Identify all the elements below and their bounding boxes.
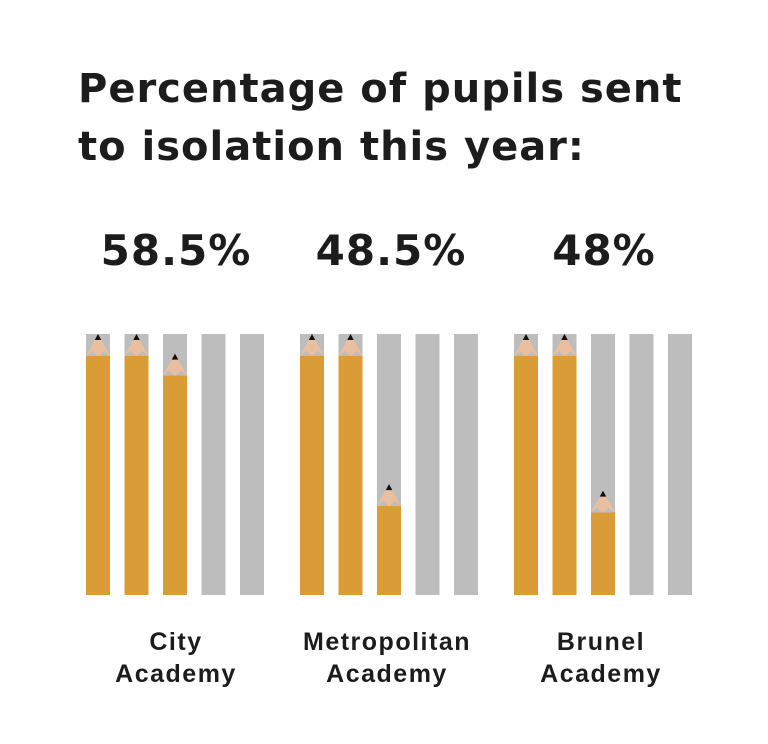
pencil-body	[377, 506, 401, 595]
pencil-lead	[94, 334, 102, 340]
pencil-tip	[300, 334, 324, 356]
pencil-lead	[347, 334, 354, 340]
pencil-lead	[308, 334, 316, 340]
pencil-lead	[561, 334, 568, 340]
category-label-line-1: Metropolitan	[303, 628, 471, 656]
pencil-background-bar	[201, 334, 226, 595]
value-label-brunel-academy: 48%	[552, 226, 656, 275]
pencil-tip	[124, 334, 149, 356]
pencil-background-bar	[415, 334, 440, 595]
pencil-body	[86, 356, 110, 595]
category-label-line-2: Academy	[326, 660, 448, 688]
pencil-group-brunel-academy	[514, 334, 692, 595]
pencil-background-bar	[629, 334, 654, 595]
pencil-tip	[514, 334, 538, 356]
pencil-body	[300, 356, 324, 595]
pencil-background-bar	[240, 334, 264, 595]
pencil-body	[514, 356, 538, 595]
category-label-line-1: Brunel	[556, 628, 646, 656]
pencil-tip	[86, 334, 110, 356]
pencil-tip	[377, 484, 401, 507]
category-label-line-2: Academy	[115, 660, 237, 688]
pencil-body	[552, 356, 577, 595]
category-label-metropolitan-academy: Metropolitan Academy	[267, 626, 507, 690]
value-label-city-academy: 58.5%	[100, 226, 252, 275]
pencil-lead	[133, 334, 140, 340]
pencil-group-metropolitan-academy	[300, 334, 478, 595]
chart-title-line-1: Percentage of pupils sent	[78, 66, 683, 112]
pencil-body	[163, 375, 187, 595]
pencil-tip	[338, 334, 363, 356]
pencil-background-bar	[668, 334, 692, 595]
pencil-lead	[385, 484, 393, 491]
category-label-city-academy: City Academy	[56, 626, 296, 690]
chart-title-line-2: to isolation this year:	[78, 124, 585, 170]
pencil-body	[124, 356, 149, 595]
value-label-metropolitan-academy: 48.5%	[315, 226, 467, 275]
pencil-tip	[591, 490, 615, 513]
category-label-brunel-academy: Brunel Academy	[481, 626, 721, 690]
pencil-lead	[599, 490, 607, 497]
pencil-body	[591, 512, 615, 595]
pencil-lead	[522, 334, 530, 340]
pencil-lead	[171, 353, 179, 360]
pencil-body	[338, 356, 363, 595]
category-label-line-1: City	[149, 628, 203, 656]
chart-title: Percentage of pupils sent to isolation t…	[78, 60, 738, 176]
pencil-tip	[163, 353, 187, 376]
category-label-line-2: Academy	[540, 660, 662, 688]
pencil-group-city-academy	[86, 334, 264, 595]
pencil-background-bar	[454, 334, 478, 595]
pencil-tip	[552, 334, 577, 356]
